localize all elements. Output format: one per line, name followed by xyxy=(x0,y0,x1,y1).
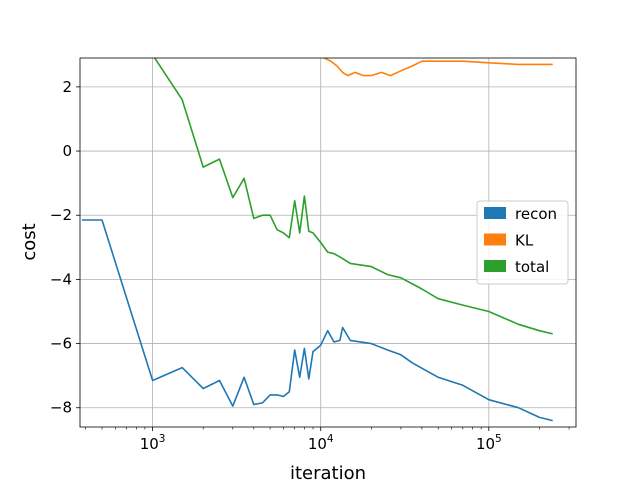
axis-ticks: 103 104 105 2 0 −2 −4 −6 −8 xyxy=(50,78,570,453)
legend-label-total: total xyxy=(515,258,549,276)
y-tick-label: −8 xyxy=(50,399,72,417)
x-tick-label: 103 xyxy=(140,433,166,453)
legend-swatch-total xyxy=(484,260,506,272)
legend-label-recon: recon xyxy=(515,205,557,223)
series-line-kl xyxy=(323,58,553,77)
y-tick-label: 2 xyxy=(62,78,72,96)
series-layer xyxy=(81,58,553,422)
y-axis-label: cost xyxy=(19,223,40,260)
x-tick-label: 105 xyxy=(476,433,502,453)
y-tick-label: −4 xyxy=(50,270,72,288)
y-tick-label: −2 xyxy=(50,206,72,224)
legend-swatch-recon xyxy=(484,207,506,219)
series-line-total xyxy=(153,58,553,335)
plot-frame xyxy=(79,57,577,428)
x-axis-label: iteration xyxy=(290,463,366,480)
legend: recon KL total xyxy=(476,200,569,285)
y-tick-label: −6 xyxy=(50,335,72,353)
legend-swatch-kl xyxy=(484,233,506,246)
series-line-recon xyxy=(81,219,553,422)
y-tick-label: 0 xyxy=(62,142,72,160)
legend-label-kl: KL xyxy=(515,232,534,250)
x-tick-label: 104 xyxy=(308,433,334,453)
